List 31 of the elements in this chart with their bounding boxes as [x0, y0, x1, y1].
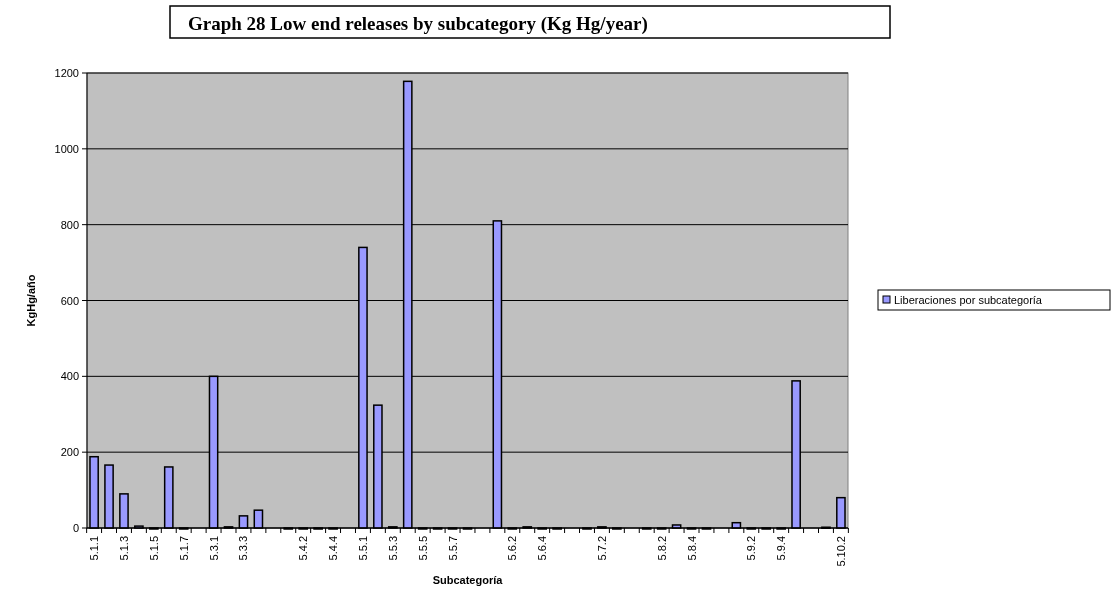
chart-title: Graph 28 Low end releases by subcategory (Kg Hg/year) [188, 13, 648, 35]
x-tick-label: 5.5.5 [416, 536, 429, 561]
x-tick-label: 5.1.1 [88, 536, 101, 561]
x-tick-label: 5.8.4 [685, 536, 698, 561]
x-tick-label: 5.5.7 [446, 536, 459, 561]
y-tick-label: 1000 [54, 142, 79, 155]
y-tick-label: 200 [60, 446, 79, 459]
y-tick-label: 1200 [54, 67, 79, 79]
x-tick-label: 5.8.2 [655, 536, 668, 561]
x-tick-label: 5.1.5 [147, 536, 160, 561]
x-tick-label: 5.7.2 [595, 536, 608, 561]
y-axis-title: KgHg/año [25, 274, 37, 327]
x-tick-label: 5.1.3 [117, 536, 130, 561]
x-tick-label: 5.9.4 [775, 536, 788, 561]
y-tick-label: 0 [72, 522, 79, 534]
x-tick-label: 5.6.2 [506, 536, 519, 561]
x-tick-label: 5.5.1 [356, 536, 369, 561]
x-tick-label: 5.10.2 [834, 536, 847, 567]
x-tick-label: 5.3.1 [207, 536, 220, 561]
y-tick-label: 400 [60, 370, 79, 383]
y-tick-label: 600 [60, 294, 79, 307]
y-tick-label: 800 [60, 218, 79, 231]
x-tick-label: 5.5.3 [386, 536, 399, 561]
x-axis-title: Subcategoría [432, 574, 504, 586]
x-tick-label: 5.9.2 [745, 536, 758, 561]
legend-label: Liberaciones por subcategoría [894, 294, 1043, 306]
x-tick-label: 5.1.7 [177, 536, 190, 561]
x-tick-label: 5.4.2 [297, 536, 310, 561]
x-tick-label: 5.4.4 [327, 536, 340, 561]
x-tick-label: 5.6.4 [536, 536, 549, 561]
x-tick-label: 5.3.3 [237, 536, 250, 561]
